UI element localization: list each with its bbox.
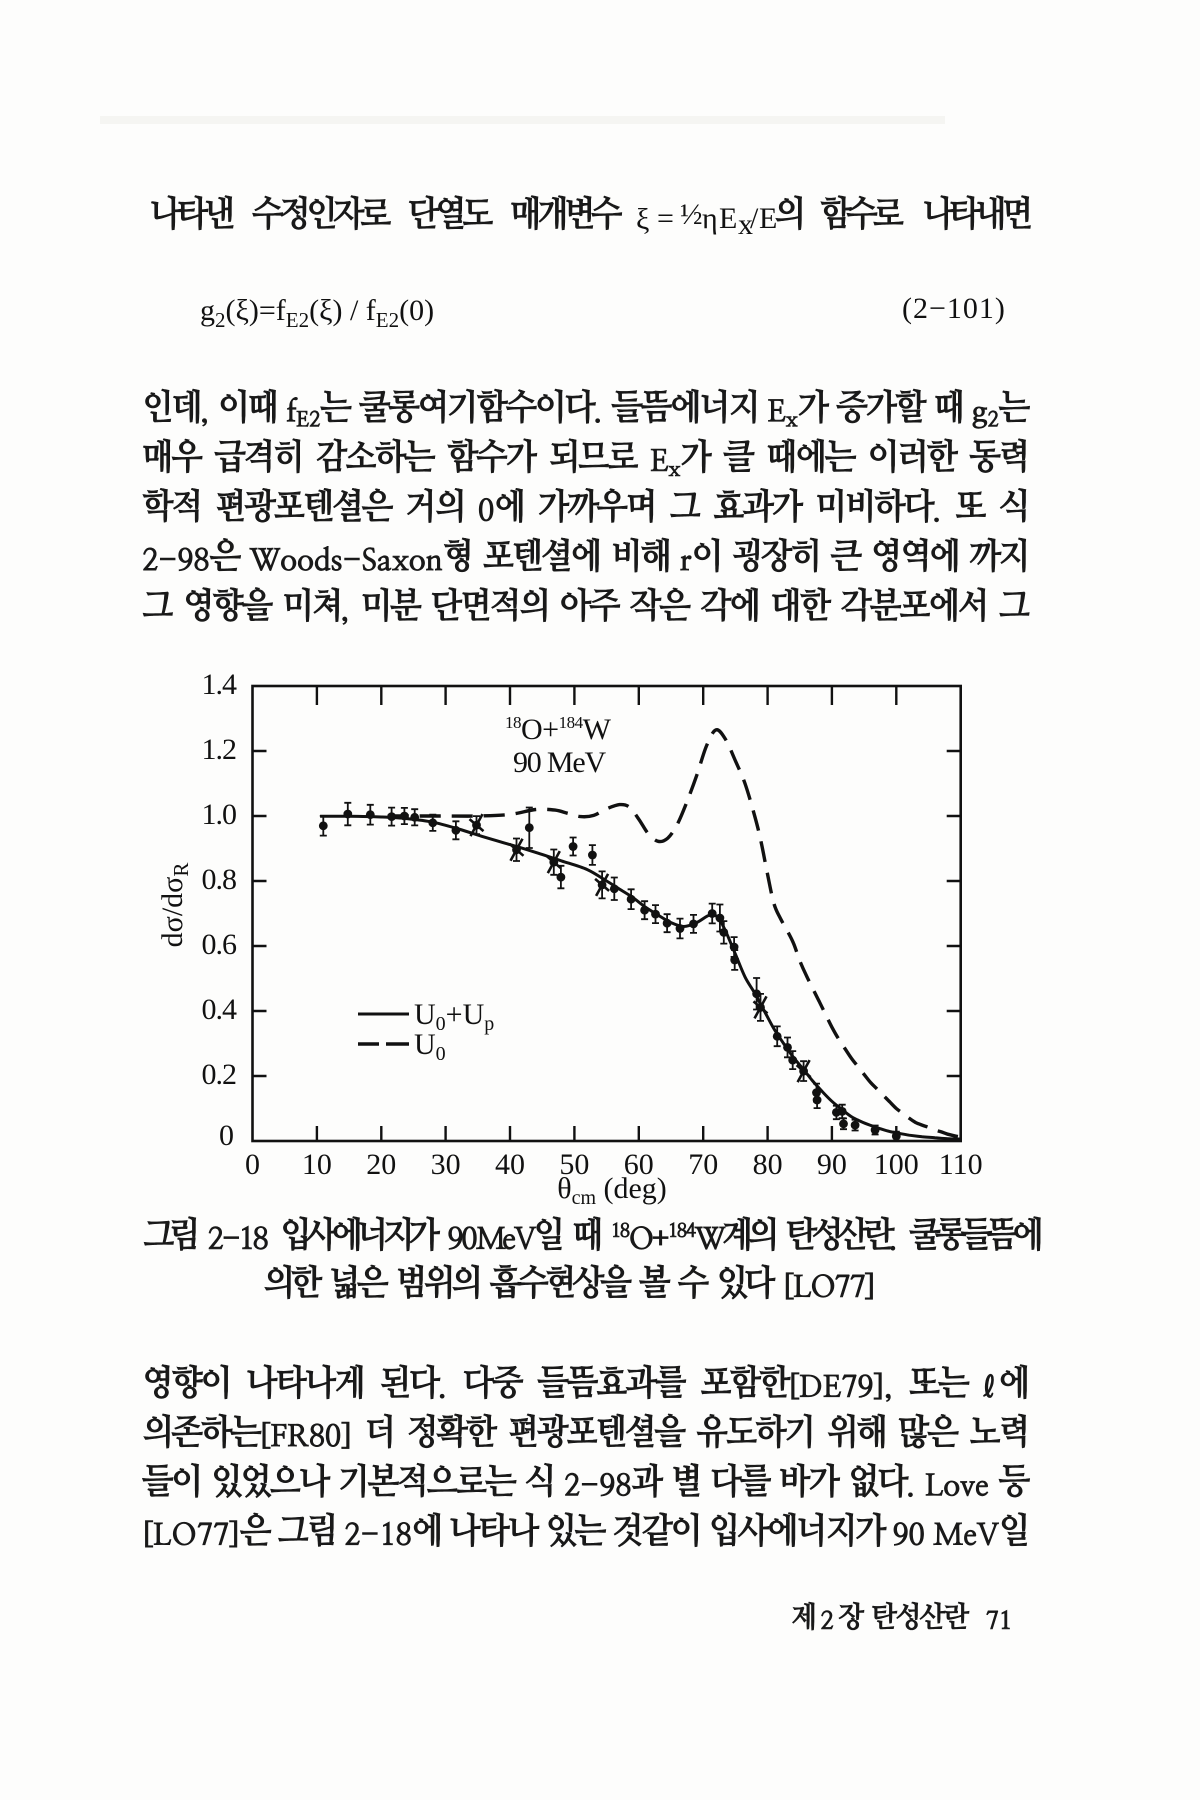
svg-text:0.6: 0.6: [202, 928, 238, 961]
svg-text:0: 0: [245, 1148, 260, 1181]
svg-text:110: 110: [939, 1148, 983, 1181]
svg-text:1.0: 1.0: [202, 798, 237, 831]
svg-text:60: 60: [624, 1148, 654, 1181]
svg-text:η: η: [702, 202, 718, 235]
svg-text:0: 0: [219, 1119, 233, 1152]
svg-text:dσ/dσR: dσ/dσR: [156, 863, 193, 948]
svg-text:1.2: 1.2: [202, 733, 237, 766]
svg-text:E: E: [759, 202, 777, 235]
svg-text:x: x: [738, 208, 753, 241]
svg-text:(2−101): (2−101): [902, 292, 1006, 325]
svg-text:½: ½: [680, 198, 703, 231]
svg-text:1.4: 1.4: [202, 668, 238, 701]
svg-text:θcm (deg): θcm (deg): [557, 1172, 667, 1209]
svg-text:10: 10: [302, 1148, 332, 1181]
svg-text:20: 20: [366, 1148, 396, 1181]
svg-text:90: 90: [817, 1148, 847, 1181]
svg-text:40: 40: [495, 1148, 525, 1181]
svg-text:ξ: ξ: [636, 203, 649, 236]
svg-text:100: 100: [874, 1148, 919, 1181]
svg-text:E: E: [719, 202, 737, 235]
svg-text:/: /: [750, 202, 759, 235]
svg-text:0.2: 0.2: [202, 1058, 237, 1091]
svg-text:18O+184W: 18O+184W: [505, 713, 612, 746]
svg-text:0.8: 0.8: [202, 863, 237, 896]
svg-text:50: 50: [559, 1148, 589, 1181]
svg-text:30: 30: [431, 1148, 461, 1181]
svg-text:g2(ξ)=fE2(ξ) / fE2(0): g2(ξ)=fE2(ξ) / fE2(0): [200, 294, 434, 332]
svg-text:90 MeV: 90 MeV: [513, 746, 606, 779]
svg-text:0.4: 0.4: [202, 993, 238, 1026]
svg-text:70: 70: [688, 1148, 718, 1181]
svg-text:80: 80: [753, 1148, 783, 1181]
svg-text:=: =: [657, 202, 674, 235]
svg-text:U0+Up: U0+Up: [414, 998, 494, 1035]
